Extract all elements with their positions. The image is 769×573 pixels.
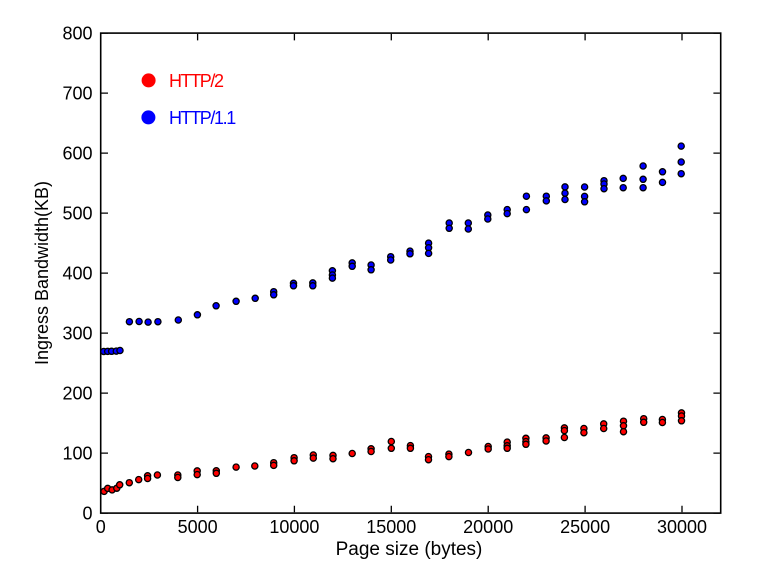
svg-text:Ingress Bandwidth(KB): Ingress Bandwidth(KB) xyxy=(32,181,52,365)
svg-text:200: 200 xyxy=(62,383,92,403)
svg-text:0: 0 xyxy=(96,517,106,537)
svg-text:800: 800 xyxy=(62,23,92,43)
svg-text:100: 100 xyxy=(62,443,92,463)
svg-text:600: 600 xyxy=(62,143,92,163)
svg-text:25000: 25000 xyxy=(560,517,610,537)
svg-text:HTTP/2: HTTP/2 xyxy=(169,71,224,91)
svg-text:700: 700 xyxy=(62,83,92,103)
svg-text:400: 400 xyxy=(62,263,92,283)
svg-text:500: 500 xyxy=(62,203,92,223)
svg-text:15000: 15000 xyxy=(366,517,416,537)
svg-text:30000: 30000 xyxy=(657,517,707,537)
svg-text:0: 0 xyxy=(82,503,92,523)
svg-text:10000: 10000 xyxy=(269,517,319,537)
svg-text:5000: 5000 xyxy=(178,517,218,537)
svg-text:300: 300 xyxy=(62,323,92,343)
svg-text:HTTP/1.1: HTTP/1.1 xyxy=(169,108,236,128)
svg-text:Page size (bytes): Page size (bytes) xyxy=(336,539,483,560)
svg-text:20000: 20000 xyxy=(463,517,513,537)
